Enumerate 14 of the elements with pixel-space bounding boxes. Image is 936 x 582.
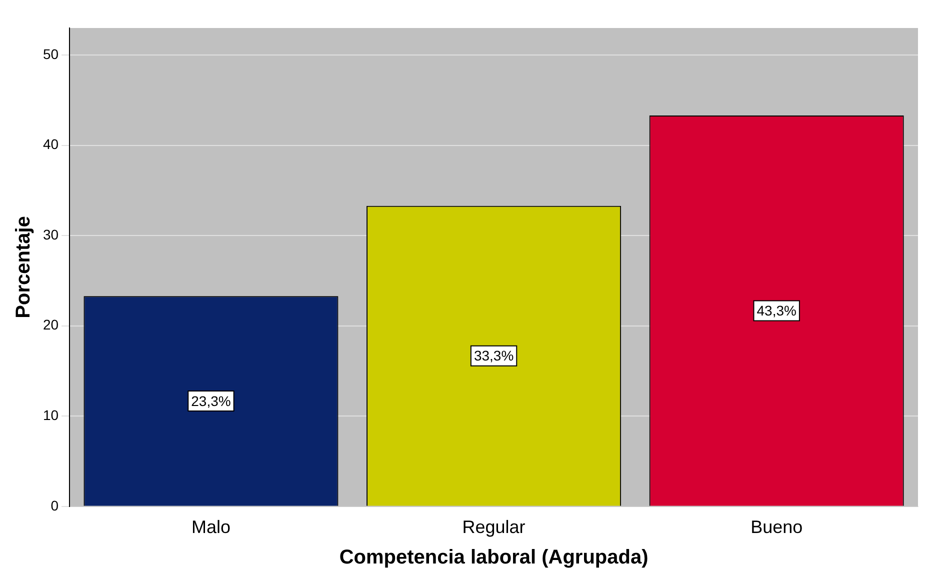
data-label: 23,3% bbox=[191, 392, 231, 409]
x-tick-label: Malo bbox=[191, 517, 230, 538]
x-tick-label: Bueno bbox=[750, 517, 803, 538]
data-label: 33,3% bbox=[474, 348, 514, 364]
y-axis-title: Porcentaje bbox=[12, 216, 35, 318]
data-label: 43,3% bbox=[756, 302, 796, 319]
x-tick-label: Regular bbox=[462, 517, 526, 538]
y-tick-label: 30 bbox=[42, 226, 59, 242]
y-tick-label: 0 bbox=[50, 497, 59, 514]
y-tick-label: 10 bbox=[42, 406, 59, 423]
y-tick-label: 40 bbox=[42, 136, 59, 152]
x-axis-title: Competencia laboral (Agrupada) bbox=[339, 546, 648, 569]
y-tick-label: 20 bbox=[42, 316, 59, 333]
y-tick-label: 50 bbox=[42, 46, 59, 62]
